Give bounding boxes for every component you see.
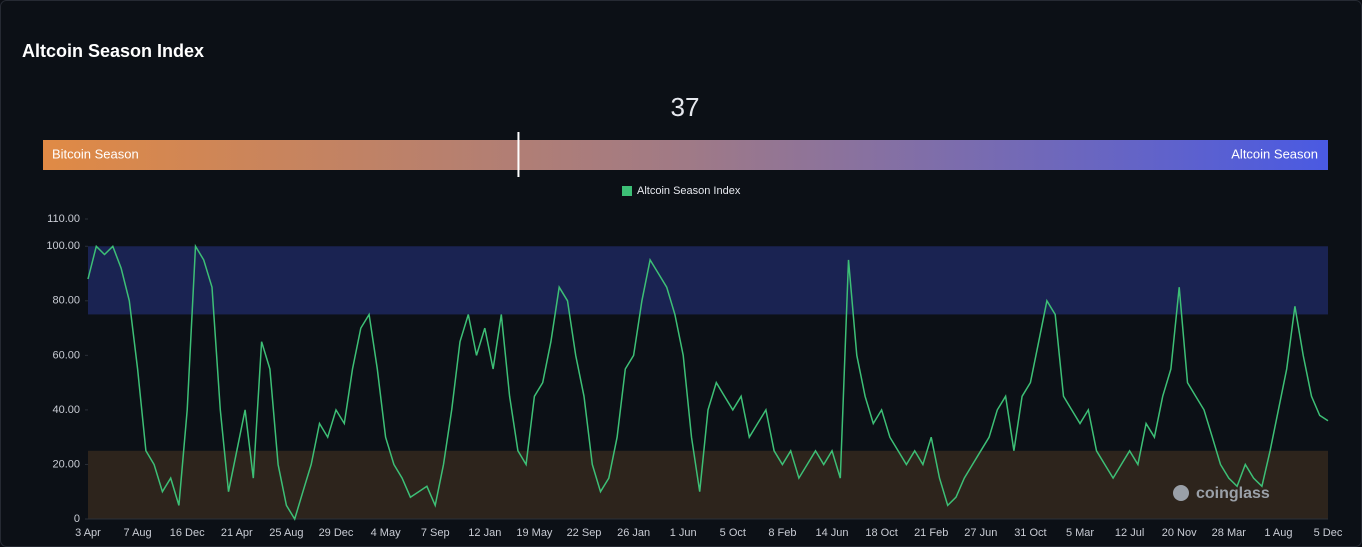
x-tick-label: 5 Oct [720,527,746,539]
gauge-left-label: Bitcoin Season [52,146,139,161]
gauge-right-label: Altcoin Season [1231,146,1318,161]
x-tick-label: 28 Mar [1212,527,1247,539]
x-tick-label: 19 May [516,527,553,539]
x-tick-label: 3 Apr [75,527,101,539]
x-tick-label: 27 Jun [964,527,997,539]
x-tick-label: 18 Oct [865,527,897,539]
y-tick-label: 110.00 [47,213,80,225]
watermark-logo [1173,485,1189,501]
y-tick-label: 0 [74,513,80,525]
x-tick-label: 5 Dec [1314,527,1343,539]
x-tick-label: 31 Oct [1014,527,1046,539]
x-tick-label: 7 Aug [124,527,152,539]
x-tick-label: 5 Mar [1066,527,1094,539]
x-tick-label: 1 Jun [670,527,697,539]
x-tick-label: 8 Feb [768,527,796,539]
x-tick-label: 14 Jun [815,527,848,539]
x-tick-label: 20 Nov [1162,527,1197,539]
y-tick-label: 40.00 [52,404,80,416]
legend-label: Altcoin Season Index [637,185,741,197]
y-tick-label: 60.00 [52,349,80,361]
watermark: coinglass [1196,485,1270,502]
x-tick-label: 21 Feb [914,527,948,539]
x-tick-label: 4 May [371,527,401,539]
y-tick-label: 20.00 [52,458,80,470]
gauge-bar [43,140,1328,170]
x-tick-label: 29 Dec [319,527,354,539]
x-tick-label: 7 Sep [421,527,450,539]
x-tick-label: 1 Aug [1264,527,1292,539]
band [88,450,1328,519]
x-tick-label: 25 Aug [269,527,303,539]
x-tick-label: 22 Sep [567,527,602,539]
y-tick-label: 80.00 [52,295,80,307]
x-tick-label: 21 Apr [221,527,253,539]
gauge-value: 37 [671,92,700,122]
legend-swatch [622,186,632,196]
x-tick-label: 12 Jan [468,527,501,539]
band [88,246,1328,315]
x-tick-label: 16 Dec [170,527,205,539]
title: Altcoin Season Index [22,41,204,61]
line [87,243,1329,521]
x-tick-label: 26 Jan [617,527,650,539]
x-tick-label: 12 Jul [1115,527,1144,539]
y-tick-label: 100.00 [46,240,80,252]
